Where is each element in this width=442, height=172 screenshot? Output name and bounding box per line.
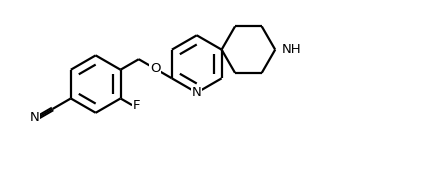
Text: N: N: [192, 86, 202, 99]
Text: O: O: [150, 62, 160, 75]
Text: NH: NH: [282, 43, 301, 56]
Text: N: N: [30, 111, 39, 124]
Text: F: F: [133, 99, 140, 112]
